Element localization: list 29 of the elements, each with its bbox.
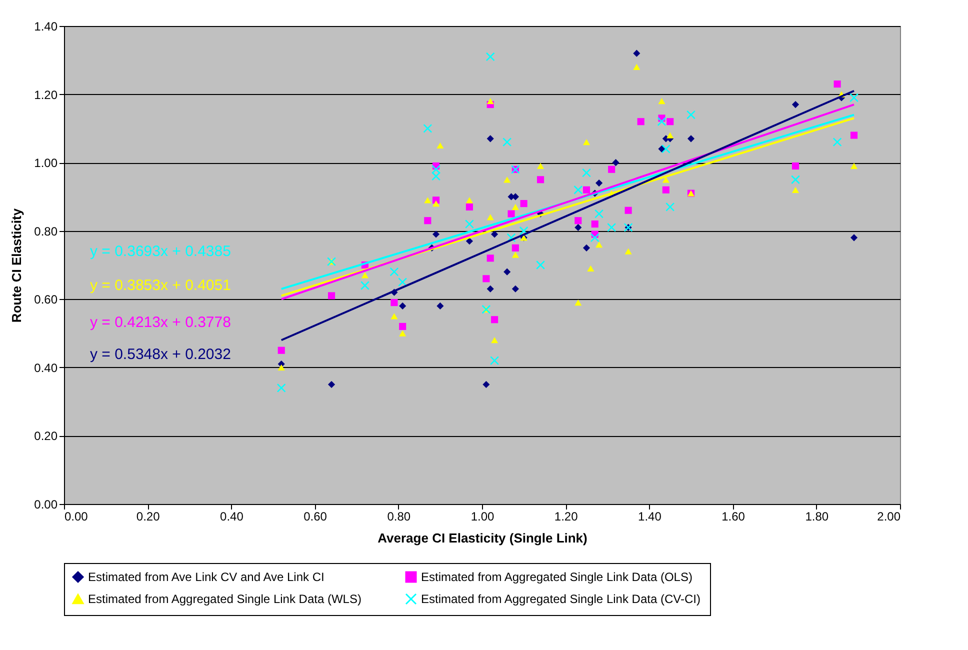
x-axis-title: Average CI Elasticity (Single Link) — [378, 530, 588, 546]
y-tick-label: 0.40 — [34, 360, 58, 375]
x-tick-label: 2.00 — [877, 510, 901, 524]
y-tick-label: 0.80 — [34, 224, 58, 238]
annotation: y = 0.5348x + 0.2032 — [90, 346, 231, 363]
x-tick-label: 0.40 — [220, 510, 244, 524]
x-tick-label: 0.20 — [136, 510, 160, 524]
y-tick-label: 1.00 — [34, 156, 58, 170]
legend-label: Estimated from Aggregated Single Link Data (CV-CI) — [421, 592, 700, 606]
y-tick-label: 0.00 — [34, 498, 58, 512]
annotation: y = 0.3693x + 0.4385 — [90, 243, 231, 260]
x-tick-label: 1.40 — [638, 510, 662, 524]
x-tick-label: 1.60 — [722, 510, 746, 524]
annotation: y = 0.4213x + 0.3778 — [90, 314, 231, 331]
y-axis-title: Route CI Elasticity — [9, 208, 24, 323]
x-tick-label: 0.80 — [387, 510, 411, 524]
y-tick-label: 0.60 — [34, 292, 58, 307]
x-tick-label: 1.80 — [805, 510, 829, 524]
legend-label: Estimated from Aggregated Single Link Data (OLS) — [421, 570, 692, 584]
x-tick-label: 1.00 — [470, 510, 494, 524]
legend-label: Estimated from Ave Link CV and Ave Link CI — [88, 570, 324, 584]
x-tick-label: 0.60 — [304, 510, 328, 524]
x-tick-label: 1.20 — [554, 510, 578, 524]
y-tick-label: 0.20 — [34, 429, 58, 444]
annotation: y = 0.3853x + 0.4051 — [90, 277, 231, 294]
y-tick-label: 1.40 — [34, 20, 58, 34]
y-tick-label: 1.20 — [34, 88, 58, 102]
x-tick-label: 0.00 — [64, 510, 88, 524]
legend-label: Estimated from Aggregated Single Link Data (WLS) — [88, 592, 362, 606]
